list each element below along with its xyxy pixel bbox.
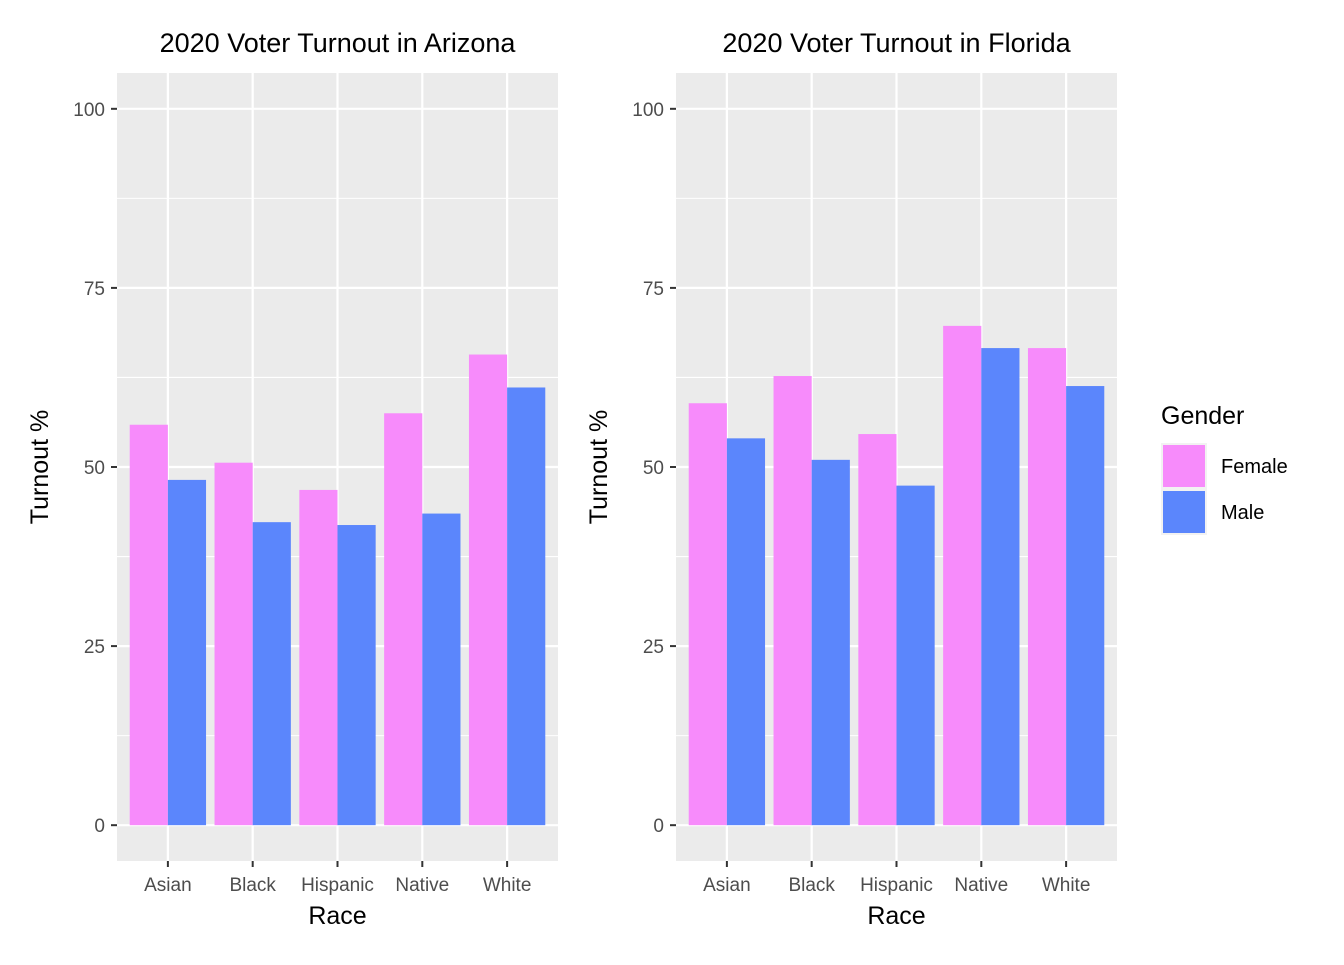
y-tick-label: 0 bbox=[653, 816, 664, 837]
x-axis-label: Race bbox=[308, 902, 366, 930]
x-tick-label: White bbox=[483, 875, 532, 896]
chart-title: 2020 Voter Turnout in Arizona bbox=[160, 28, 517, 58]
bar-female-asian bbox=[129, 424, 168, 826]
x-tick-label: Hispanic bbox=[860, 875, 933, 896]
bar-female-hispanic bbox=[858, 434, 897, 826]
bar-male-hispanic bbox=[337, 525, 376, 826]
y-tick-label: 100 bbox=[73, 100, 105, 121]
y-tick-label: 50 bbox=[643, 458, 664, 479]
x-tick-label: Native bbox=[395, 875, 449, 896]
bar-male-asian bbox=[167, 479, 207, 826]
bar-male-native bbox=[981, 348, 1020, 826]
x-tick-label: Hispanic bbox=[301, 875, 374, 896]
bar-female-white bbox=[468, 354, 508, 826]
x-tick-label: Asian bbox=[144, 875, 192, 896]
x-tick-label: Native bbox=[954, 875, 1008, 896]
x-tick-label: White bbox=[1042, 875, 1091, 896]
bar-female-black bbox=[214, 462, 253, 826]
legend-title: Gender bbox=[1161, 402, 1244, 430]
legend-label-female: Female bbox=[1221, 456, 1288, 478]
legend-swatch-male bbox=[1163, 491, 1205, 533]
bar-male-black bbox=[252, 522, 291, 826]
y-tick-label: 0 bbox=[94, 816, 105, 837]
y-tick-label: 25 bbox=[84, 637, 105, 658]
x-tick-label: Black bbox=[229, 875, 276, 896]
bar-male-hispanic bbox=[896, 485, 935, 826]
y-axis-label: Turnout % bbox=[585, 410, 613, 524]
bar-female-native bbox=[384, 413, 423, 826]
legend-swatch-female bbox=[1163, 445, 1205, 487]
bar-female-native bbox=[943, 325, 982, 826]
chart-panel-1: 0 25 50 75 100 Asian Black Hispanic Native White 2… bbox=[26, 28, 558, 930]
x-tick-label: Asian bbox=[703, 875, 751, 896]
bar-female-white bbox=[1027, 348, 1067, 826]
legend-label-male: Male bbox=[1221, 502, 1264, 524]
bar-male-asian bbox=[726, 438, 766, 826]
x-axis-label: Race bbox=[867, 902, 925, 930]
bar-male-black bbox=[811, 459, 850, 826]
y-tick-label: 75 bbox=[84, 279, 105, 300]
y-tick-label: 75 bbox=[643, 279, 664, 300]
y-tick-label: 100 bbox=[632, 100, 664, 121]
bar-female-black bbox=[773, 376, 812, 826]
x-tick-label: Black bbox=[788, 875, 835, 896]
chart-title: 2020 Voter Turnout in Florida bbox=[722, 28, 1071, 58]
chart-panel-2: 0 25 50 75 100 Asian Black Hispanic Native White 2… bbox=[585, 28, 1117, 930]
bar-male-white bbox=[507, 387, 546, 826]
bar-male-native bbox=[422, 513, 461, 826]
bar-male-white bbox=[1066, 386, 1105, 826]
bar-female-hispanic bbox=[299, 489, 338, 826]
y-tick-label: 25 bbox=[643, 637, 664, 658]
y-axis-label: Turnout % bbox=[26, 410, 54, 524]
bar-female-asian bbox=[688, 403, 727, 826]
legend: Gender Female Male bbox=[1161, 402, 1288, 535]
y-tick-label: 50 bbox=[84, 458, 105, 479]
